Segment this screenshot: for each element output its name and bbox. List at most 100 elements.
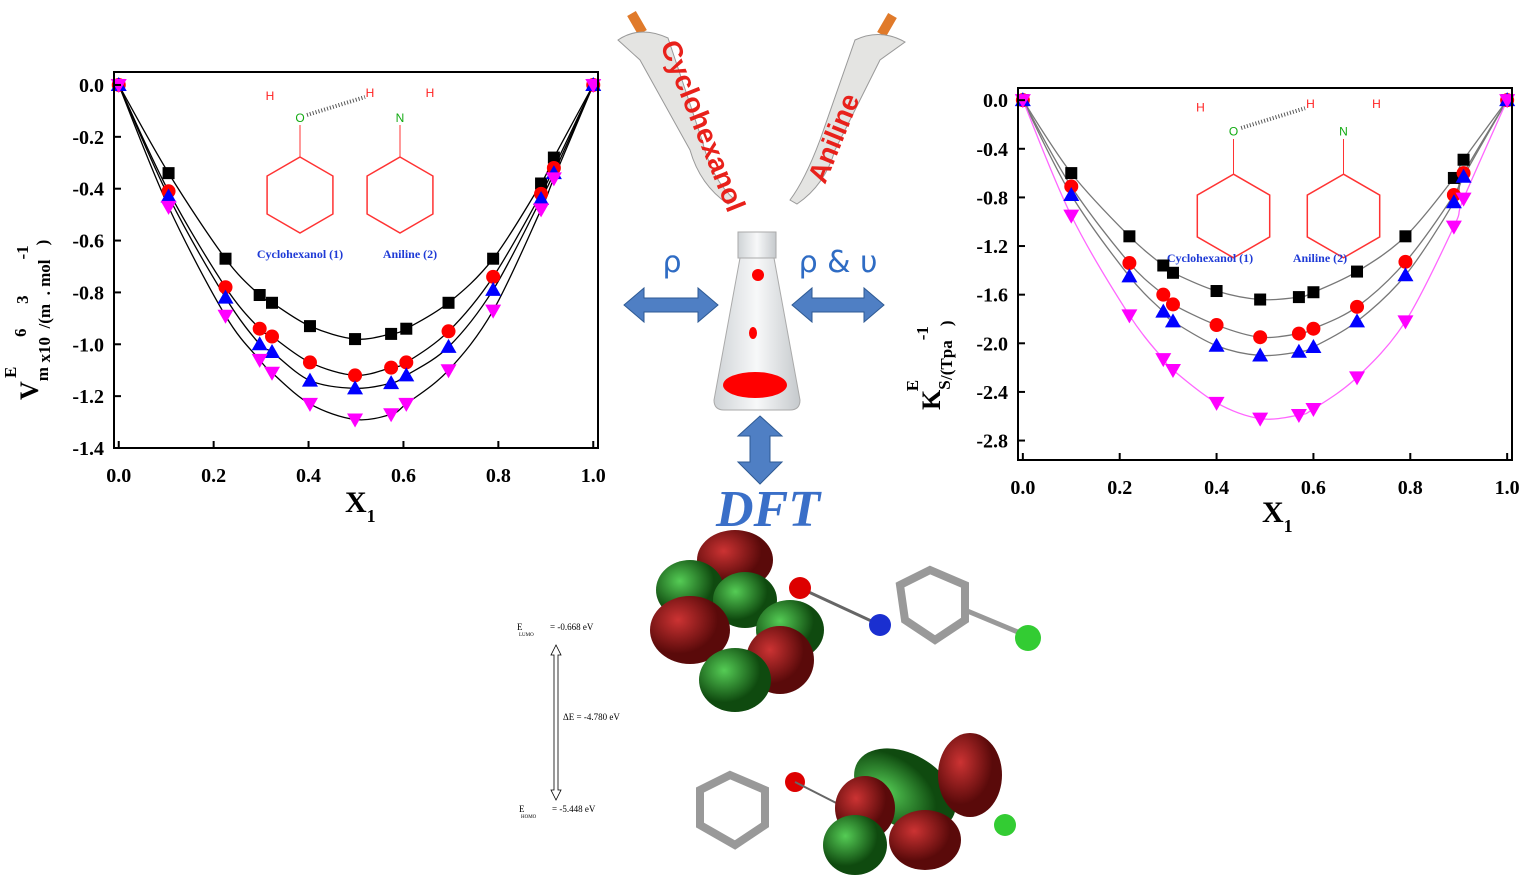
marker: [1290, 343, 1307, 358]
marker: [1155, 353, 1172, 368]
pipette-label: Aniline: [802, 89, 866, 187]
marker: [1164, 313, 1181, 328]
atom-label: O: [1229, 125, 1238, 139]
atom-label: H: [426, 86, 435, 100]
marker: [1291, 326, 1306, 341]
homo-e: E: [519, 804, 525, 814]
x-tick-label: 0.4: [1204, 477, 1229, 499]
marker: [1063, 209, 1080, 224]
marker: [1306, 321, 1321, 336]
x-axis-title-part: 1: [1284, 516, 1293, 536]
y-tick-label: -1.6: [976, 285, 1008, 307]
marker: [1307, 286, 1320, 299]
marker: [1208, 337, 1225, 352]
y-axis-title-part: /(m: [35, 304, 54, 330]
marker: [441, 324, 456, 339]
x-tick-label: 1.0: [581, 465, 606, 487]
y-tick-label: -1.0: [72, 334, 104, 356]
fit-line: [1022, 99, 1508, 357]
marker: [348, 368, 363, 383]
molecule-name: Cyclohexanol (1): [1167, 251, 1253, 265]
x-axis-title: X1: [345, 486, 376, 526]
marker: [1254, 293, 1267, 306]
marker: [265, 329, 280, 344]
plot-frame: [113, 71, 599, 449]
molecule-name: Aniline (2): [1293, 251, 1347, 265]
marker: [398, 367, 415, 382]
marker: [1349, 371, 1366, 386]
y-axis-title-part: V: [15, 381, 44, 400]
x-axis-title-part: 1: [367, 506, 376, 526]
molecule-name: Cyclohexanol (1): [257, 247, 343, 261]
marker: [1253, 330, 1268, 345]
marker: [218, 280, 233, 295]
atom-label: H: [366, 86, 375, 100]
arrow-label: ρ & υ: [799, 245, 878, 280]
method-label: DFT: [715, 481, 822, 538]
y-axis-title-part: E: [903, 380, 922, 391]
arrow-label: ρ: [662, 245, 681, 280]
marker: [1208, 396, 1225, 411]
marker: [1350, 299, 1365, 314]
y-tick-label: -1.2: [976, 236, 1008, 258]
marker: [383, 375, 400, 390]
pipette-left: [617, 10, 736, 205]
x-tick-label: 0.2: [201, 465, 226, 487]
y-axis-title-part: S: [935, 380, 954, 389]
molecule-ring: [366, 156, 434, 234]
marker: [533, 203, 550, 218]
marker: [347, 413, 364, 428]
y-axis-title-part: /(Tpa: [937, 340, 956, 381]
y-tick-label: -0.8: [72, 282, 104, 304]
fit-line: [1022, 99, 1508, 301]
chart: H O H N H Cyclohexanol (1) Aniline (2) 0.0 0.2 0.…: [1, 71, 606, 526]
atom-label: H: [1372, 97, 1381, 111]
y-tick-label: -2.8: [976, 431, 1008, 453]
atom-label: H: [1196, 101, 1205, 115]
y-axis-title-part: 6: [11, 328, 30, 337]
marker: [533, 191, 550, 206]
y-tick-label: -0.2: [72, 127, 104, 149]
x-tick-label: 0.4: [296, 465, 321, 487]
x-tick-label: 0.8: [486, 465, 511, 487]
marker: [217, 289, 234, 304]
y-tick-label: -0.6: [72, 231, 104, 253]
marker: [160, 200, 177, 215]
marker: [1445, 220, 1462, 235]
marker: [383, 408, 400, 423]
x-tick-label: 0.8: [1398, 477, 1423, 499]
chart: H O H N H Cyclohexanol (1) Aniline (2) 0.0 0.2 0.…: [903, 87, 1520, 536]
marker: [1292, 291, 1305, 304]
molecule-ring: [1306, 173, 1381, 259]
lumo-sub: LUMO: [519, 633, 534, 638]
marker: [400, 322, 413, 335]
marker: [1252, 347, 1269, 362]
atom-label: H: [266, 89, 275, 103]
marker: [1399, 230, 1412, 243]
marker: [1209, 318, 1224, 333]
marker: [1122, 256, 1137, 271]
atom-label: O: [295, 111, 304, 125]
marker: [301, 397, 318, 412]
marker: [219, 252, 232, 265]
y-axis-title-part: -1: [13, 245, 32, 259]
marker: [1305, 402, 1322, 417]
marker: [1210, 285, 1223, 298]
atom-label: H: [1306, 97, 1315, 111]
marker: [535, 177, 548, 190]
marker: [1121, 268, 1138, 283]
lumo-e: E: [517, 622, 523, 632]
molecule-ring: [1196, 173, 1271, 259]
marker: [1455, 168, 1472, 183]
marker: [385, 327, 398, 340]
y-axis-title-part: m: [33, 367, 52, 381]
x-tick-label: 0.2: [1107, 477, 1132, 499]
atom-label: N: [396, 111, 405, 125]
y-axis-title-part: . mol: [35, 259, 54, 295]
y-axis-title-part: E: [1, 367, 20, 378]
marker: [1166, 266, 1179, 279]
gap-value: ΔE = -4.780 eV: [563, 712, 620, 722]
marker: [486, 269, 501, 284]
y-tick-label: -0.8: [976, 187, 1008, 209]
marker: [1397, 315, 1414, 330]
